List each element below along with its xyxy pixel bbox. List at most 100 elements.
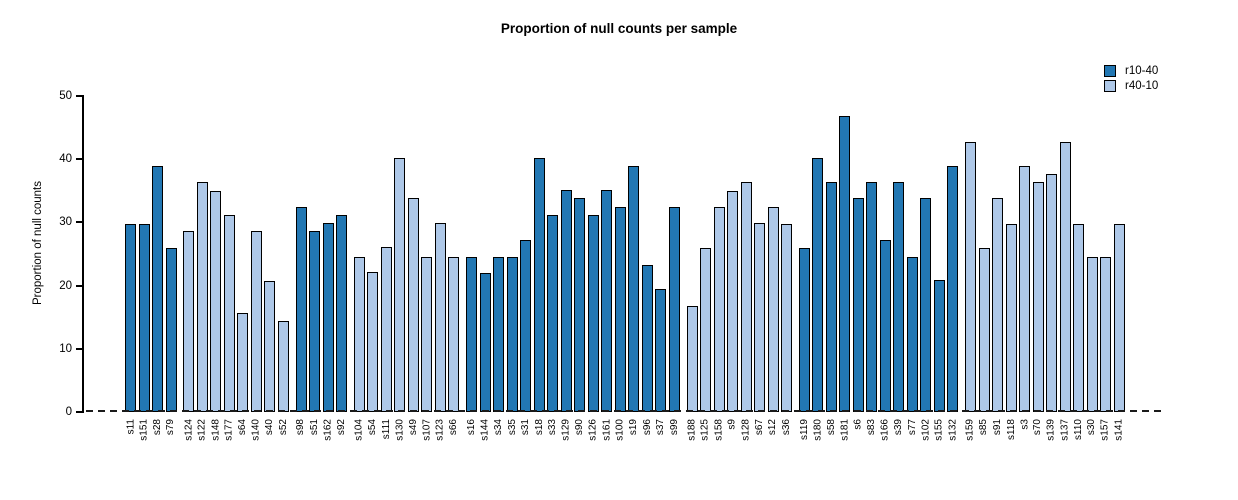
- x-tick-label: s128: [740, 419, 752, 441]
- legend-item-r40-10: r40-10: [1104, 78, 1158, 93]
- x-tick-label: s104: [353, 419, 365, 441]
- x-tick-label: s34: [493, 419, 505, 436]
- bar-s58: [825, 182, 837, 412]
- y-tick-mark: [76, 284, 83, 287]
- bar-s128: [740, 182, 752, 412]
- x-tick-label: s141: [1113, 419, 1125, 441]
- x-tick-label: s16: [466, 419, 478, 436]
- x-tick-label: s36: [781, 419, 792, 436]
- bar-s18: [533, 157, 545, 412]
- x-tick-label: s99: [668, 419, 680, 436]
- bar-s111: [380, 247, 392, 412]
- x-tick-label: s177: [223, 419, 235, 441]
- x-tick-label: s155: [933, 419, 945, 441]
- x-tick-label: s139: [1046, 419, 1058, 441]
- bar-s54: [367, 272, 379, 412]
- bar-s35: [506, 256, 518, 412]
- x-tick-label: s67: [754, 419, 765, 436]
- bar-s151: [138, 223, 150, 412]
- bar-s137: [1059, 141, 1071, 412]
- bar-s188: [686, 305, 698, 412]
- bar-s11: [125, 223, 136, 412]
- bar-s141: [1113, 223, 1125, 412]
- x-tick-label: s102: [920, 419, 932, 441]
- y-tick-label: 40: [59, 153, 72, 166]
- bar-s123: [434, 223, 446, 412]
- x-tick-label: s161: [601, 419, 613, 441]
- bar-s104: [353, 256, 365, 412]
- bar-s28: [152, 166, 163, 412]
- x-tick-label: s100: [614, 419, 626, 441]
- bar-s85: [978, 247, 990, 412]
- y-tick-label: 30: [59, 216, 72, 229]
- bar-s132: [947, 166, 959, 412]
- x-tick-label: s157: [1100, 419, 1112, 441]
- x-tick-label: s159: [965, 419, 977, 441]
- bar-s9: [727, 190, 738, 412]
- x-tick-label: s30: [1086, 419, 1098, 436]
- x-tick-label: s166: [879, 419, 891, 441]
- y-tick-label: 20: [59, 279, 72, 292]
- bar-s96: [641, 265, 653, 412]
- legend-swatch-r10-40: [1104, 64, 1116, 77]
- x-tick-label: s58: [825, 419, 837, 436]
- bar-s158: [713, 206, 725, 412]
- bar-s159: [965, 141, 977, 412]
- x-tick-label: s148: [210, 419, 222, 441]
- x-tick-label: s123: [434, 419, 446, 441]
- bar-s180: [812, 157, 824, 412]
- x-tick-label: s79: [165, 419, 177, 436]
- x-tick-label: s107: [421, 419, 433, 441]
- x-tick-label: s162: [322, 419, 334, 441]
- bar-s36: [781, 223, 792, 412]
- x-tick-label: s39: [893, 419, 905, 436]
- bar-s51: [309, 231, 321, 412]
- bar-s12: [767, 206, 779, 412]
- x-tick-label: s40: [264, 419, 276, 436]
- bar-s30: [1086, 257, 1098, 412]
- legend-label-r40-10: r40-10: [1125, 79, 1159, 92]
- x-tick-label: s52: [277, 419, 289, 436]
- bar-s70: [1032, 182, 1044, 412]
- bar-s144: [479, 273, 491, 412]
- x-tick-label: s110: [1073, 419, 1085, 440]
- x-tick-label: s96: [641, 419, 653, 436]
- x-tick-label: s92: [336, 419, 348, 436]
- x-tick-label: s119: [798, 419, 810, 440]
- y-tick-mark: [76, 95, 83, 97]
- x-tick-label: s12: [767, 419, 779, 436]
- legend-swatch-r40-10: [1104, 79, 1116, 92]
- y-axis-line: [82, 95, 84, 413]
- bar-s33: [547, 214, 559, 412]
- bar-s125: [700, 247, 711, 412]
- x-tick-label: s18: [533, 419, 545, 436]
- bar-s139: [1046, 173, 1058, 412]
- x-tick-label: s124: [183, 419, 195, 441]
- bar-s79: [165, 247, 177, 412]
- bar-s107: [421, 256, 433, 412]
- bar-s155: [933, 279, 945, 412]
- x-tick-label: s118: [1005, 419, 1017, 440]
- y-tick-mark: [76, 347, 83, 350]
- bar-s90: [574, 198, 586, 412]
- bar-s64: [237, 313, 249, 412]
- bar-s92: [336, 214, 348, 412]
- x-tick-label: s130: [394, 419, 406, 441]
- bar-s161: [601, 190, 613, 412]
- bar-s122: [196, 182, 208, 412]
- bar-s91: [992, 198, 1004, 412]
- bar-s166: [879, 239, 891, 412]
- x-tick-label: s91: [992, 419, 1004, 436]
- bar-s130: [394, 157, 406, 412]
- x-tick-label: s19: [628, 419, 640, 436]
- y-tick-label: 10: [59, 342, 72, 355]
- zero-dashed-line: [86, 410, 1166, 412]
- y-tick-mark: [76, 158, 83, 161]
- x-tick-label: s31: [520, 419, 532, 436]
- bar-s118: [1005, 223, 1017, 412]
- x-tick-label: s90: [574, 419, 586, 436]
- bar-s3: [1019, 166, 1031, 412]
- x-tick-label: s85: [978, 419, 990, 436]
- y-tick-label: 0: [65, 406, 72, 418]
